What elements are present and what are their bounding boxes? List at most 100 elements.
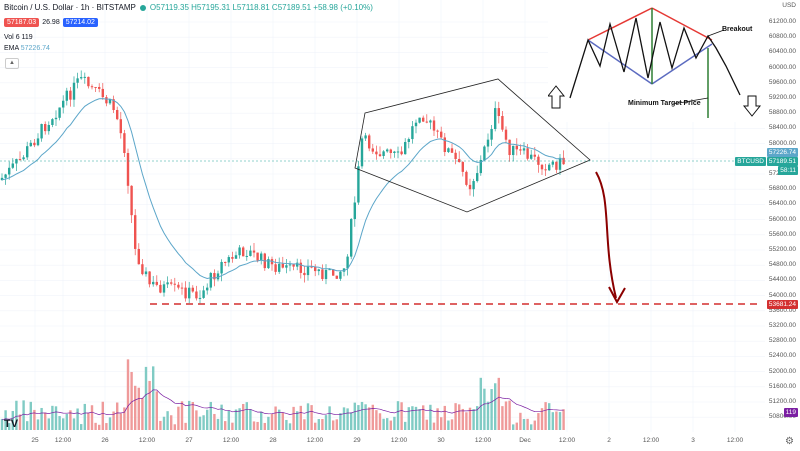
volume-bar xyxy=(425,419,428,430)
symbol-title[interactable]: Bitcoin / U.S. Dollar · 1h · BITSTAMP xyxy=(4,3,136,12)
candle-body xyxy=(256,252,259,261)
candle-body xyxy=(209,273,212,288)
candle-body xyxy=(162,284,166,293)
price-tick-label: 56800.00 xyxy=(768,185,796,193)
candle-body xyxy=(224,261,227,263)
volume-bar xyxy=(512,424,515,430)
volume-legend[interactable]: Vol 6 119 xyxy=(4,34,33,41)
chevron-up-icon[interactable]: ▲ xyxy=(5,58,19,69)
candle-body xyxy=(303,272,306,276)
volume-bar xyxy=(551,412,554,430)
candle-body xyxy=(450,148,454,153)
diamond-pattern-diagram: Breakout Minimum Target Price xyxy=(546,0,770,122)
volume-bar xyxy=(213,413,216,430)
candle-body xyxy=(472,181,475,190)
volume-bar xyxy=(26,421,29,430)
volume-value: 6 119 xyxy=(15,34,33,41)
volume-bar xyxy=(515,422,518,430)
volume-bar xyxy=(180,401,184,430)
candle-body xyxy=(134,215,137,249)
buy-button[interactable]: 57214.02 xyxy=(62,18,98,27)
candle-body xyxy=(422,117,425,122)
time-tick-label: Dec xyxy=(519,437,531,444)
volume-bar xyxy=(274,406,277,430)
volume-bar xyxy=(22,400,25,430)
ohlc-values: O57119.35 H57195.31 L57118.81 C57189.51 … xyxy=(149,3,373,12)
time-tick-label: 25 xyxy=(31,437,39,444)
candle-body xyxy=(231,257,234,259)
time-tick-label: 12:00 xyxy=(222,437,240,444)
tradingview-logo[interactable]: TV xyxy=(4,418,19,430)
volume-bar xyxy=(436,408,439,430)
candle-body xyxy=(166,282,169,285)
candle-body xyxy=(494,108,497,130)
price-tick-label: 53600.00 xyxy=(768,306,796,314)
currency-label[interactable]: USD xyxy=(782,2,796,9)
candle-body xyxy=(292,264,295,267)
candle-body xyxy=(486,139,490,147)
candle-body xyxy=(202,290,205,298)
volume-bar xyxy=(148,380,151,430)
candle-body xyxy=(339,271,342,279)
volume-bar xyxy=(432,422,436,430)
volume-bar xyxy=(51,405,54,430)
candle-body xyxy=(177,284,180,288)
volume-bar xyxy=(80,424,83,430)
price-tick-label: 52000.00 xyxy=(768,367,796,375)
time-tick-label: 12:00 xyxy=(726,437,744,444)
volume-bar xyxy=(501,406,504,430)
volume-bar xyxy=(371,404,374,430)
volume-bar xyxy=(108,417,112,430)
candle-body xyxy=(544,169,547,171)
candle-body xyxy=(242,247,245,257)
candle-body xyxy=(432,120,436,131)
volume-bar xyxy=(324,415,328,430)
volume-bar xyxy=(278,409,281,430)
candle-body xyxy=(51,119,54,125)
candle-body xyxy=(90,86,94,88)
candle-body xyxy=(512,145,515,156)
time-tick-label: 12:00 xyxy=(54,437,72,444)
volume-bar xyxy=(497,377,500,430)
candle-body xyxy=(389,149,392,153)
candle-body xyxy=(533,154,536,157)
last-price-tag: 57189.51 xyxy=(766,157,798,166)
ema-legend[interactable]: EMA 57226.74 xyxy=(4,45,50,52)
volume-bar xyxy=(411,406,414,430)
candle-body xyxy=(220,261,223,274)
candle-body xyxy=(368,135,371,149)
volume-bar xyxy=(198,416,202,430)
ema-line xyxy=(1,98,564,280)
market-status-icon xyxy=(139,4,146,11)
volume-bar xyxy=(170,415,173,430)
price-tick-label: 58400.00 xyxy=(768,124,796,132)
ema-price-tag: 57226.74 xyxy=(766,148,798,157)
volume-bar xyxy=(458,404,461,430)
volume-bar xyxy=(447,420,450,430)
spread-value: 26.98 xyxy=(42,19,60,26)
volume-bar xyxy=(4,410,7,430)
volume-bar xyxy=(530,424,533,430)
candle-body xyxy=(123,133,126,154)
price-tick-label: 51600.00 xyxy=(768,382,796,390)
volume-bar xyxy=(134,385,137,430)
time-tick-label: 12:00 xyxy=(558,437,576,444)
candle-body xyxy=(400,151,403,155)
volume-bar xyxy=(490,389,493,430)
volume-bar xyxy=(263,422,266,430)
gear-icon[interactable]: ⚙ xyxy=(785,436,794,447)
ema-label: EMA xyxy=(4,45,19,52)
price-tick-label: 55600.00 xyxy=(768,230,796,238)
candle-body xyxy=(353,202,356,220)
candle-body xyxy=(522,148,526,151)
candle-body xyxy=(4,174,7,178)
candle-body xyxy=(328,269,331,271)
volume-bar xyxy=(519,412,522,430)
volume-bar xyxy=(548,403,551,430)
volume-bar xyxy=(404,421,407,430)
candle-body xyxy=(22,157,25,160)
volume-bar xyxy=(249,409,252,430)
candle-body xyxy=(411,126,414,140)
sell-button[interactable]: 57187.03 xyxy=(4,18,40,27)
